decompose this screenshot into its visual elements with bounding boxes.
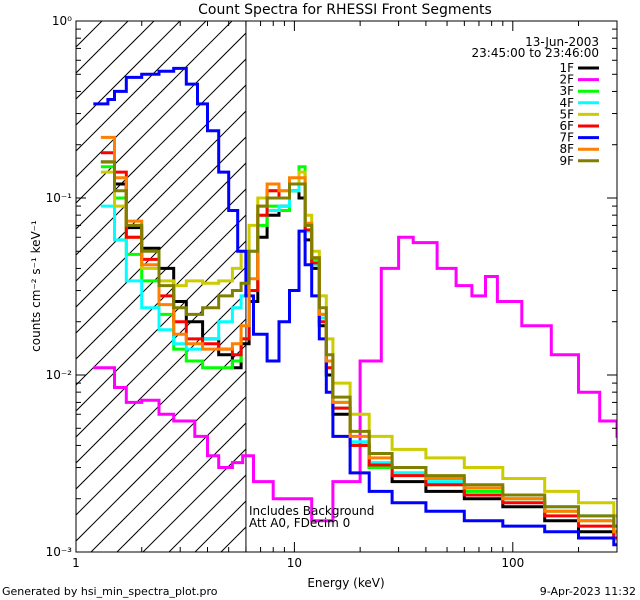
y-tick-label: 10⁻³ bbox=[46, 545, 73, 559]
annotation-line-2: Att A0, FDecim 0 bbox=[249, 516, 350, 530]
legend-label-4F: 4F bbox=[559, 96, 574, 110]
time-range-label: 23:45:00 to 23:46:00 bbox=[472, 46, 599, 60]
x-axis-label: Energy (keV) bbox=[307, 576, 384, 590]
series-2F bbox=[93, 235, 617, 523]
legend-label-7F: 7F bbox=[559, 131, 574, 145]
legend-label-9F: 9F bbox=[559, 154, 574, 168]
y-tick-label: 10⁻¹ bbox=[46, 191, 73, 205]
y-axis: 10⁻³ 10⁻² 10⁻¹ 10⁰ bbox=[46, 14, 617, 559]
series-4F bbox=[100, 182, 617, 528]
x-tick-label: 100 bbox=[501, 556, 524, 570]
y-tick-label: 10⁻² bbox=[46, 368, 73, 382]
x-tick-label: 1 bbox=[72, 556, 80, 570]
series-9F bbox=[100, 160, 617, 528]
y-tick-label: 10⁰ bbox=[52, 14, 72, 28]
y-axis-label: counts cm⁻² s⁻¹ keV⁻¹ bbox=[29, 220, 43, 352]
legend-label-1F: 1F bbox=[559, 61, 574, 75]
legend-label-6F: 6F bbox=[559, 119, 574, 133]
date-label: 13-Jun-2003 bbox=[525, 35, 599, 49]
plot-frame bbox=[75, 20, 618, 553]
series-7F bbox=[93, 66, 617, 547]
legend-label-3F: 3F bbox=[559, 84, 574, 98]
chart-title: Count Spectra for RHESSI Front Segments bbox=[198, 2, 492, 18]
x-tick-label: 10 bbox=[287, 556, 302, 570]
annotation-line-1: Includes Background bbox=[249, 504, 374, 518]
legend-label-2F: 2F bbox=[559, 73, 574, 87]
legend-label-5F: 5F bbox=[559, 107, 574, 121]
footer-right: 9-Apr-2023 11:32 bbox=[540, 585, 636, 598]
x-axis: 1 10 100 bbox=[72, 21, 618, 570]
legend-label-8F: 8F bbox=[559, 142, 574, 156]
footer-left: Generated by hsi_min_spectra_plot.pro bbox=[2, 585, 218, 598]
